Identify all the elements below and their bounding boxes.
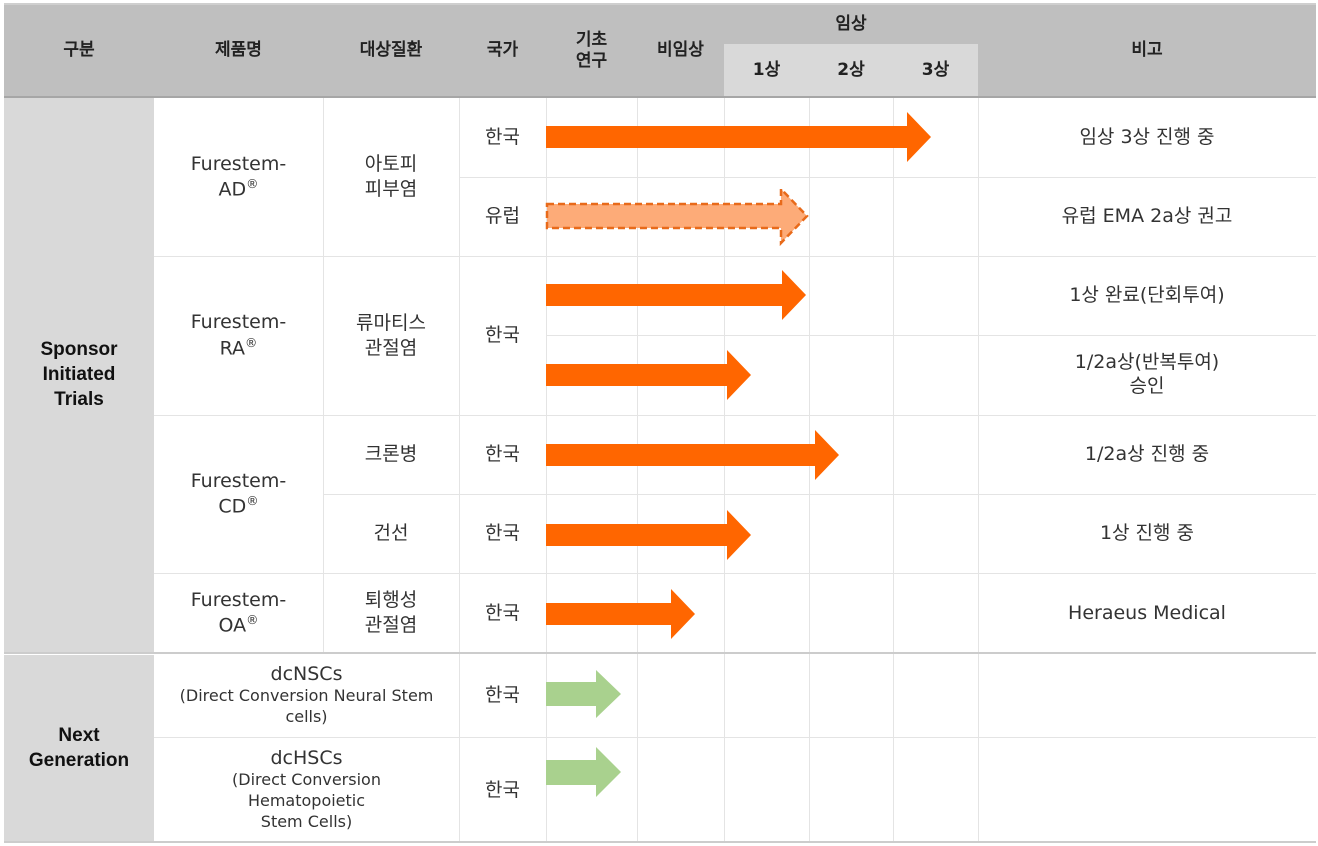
registered-mark: ® xyxy=(246,177,259,192)
product-name: Furestem- xyxy=(190,588,287,611)
indication-rheumatoid-arthritis: 류마티스 관절염 xyxy=(356,311,426,359)
country-korea: 한국 xyxy=(485,522,520,545)
remark-ad-europe: 유럽 EMA 2a상 권고 xyxy=(1061,205,1233,228)
header-preclinical: 비임상 xyxy=(657,40,704,61)
grid-line xyxy=(546,335,1316,336)
remark-ra-repeat: 1/2a상(반복투여) 승인 xyxy=(1074,351,1220,397)
indication-crohns: 크론병 xyxy=(364,443,418,466)
grid-line xyxy=(978,98,979,842)
product-description: (Direct Conversion Neural Stem cells) xyxy=(179,686,434,726)
progress-arrow-cd-psoriasis xyxy=(546,510,751,560)
grid-line xyxy=(154,737,1316,738)
header-country: 국가 xyxy=(486,40,519,61)
indication-atopic-dermatitis: 아토피 피부염 xyxy=(364,153,418,200)
header-phase1: 1상 xyxy=(752,60,781,81)
progress-arrow-ra-single xyxy=(546,270,806,320)
header-phase2: 2상 xyxy=(837,60,865,81)
header-bottom-border xyxy=(4,96,1316,98)
product-name: dcHSCs xyxy=(270,747,343,770)
registered-mark: ® xyxy=(246,494,259,509)
grid-line xyxy=(154,573,1316,574)
category-sponsor-initiated: Sponsor Initiated Trials xyxy=(4,98,154,653)
progress-arrow-ad-europe xyxy=(545,185,809,247)
product-name: Furestem- xyxy=(190,311,287,334)
header-basic-research: 기초 연구 xyxy=(575,30,608,71)
product-name: dcNSCs xyxy=(270,663,343,686)
section-divider xyxy=(4,652,1316,654)
country-korea: 한국 xyxy=(485,601,520,624)
header-top-border xyxy=(4,3,1316,5)
grid-line xyxy=(154,256,1316,257)
product-furestem-oa: Furestem- OA® xyxy=(154,573,323,653)
header-product: 제품명 xyxy=(215,40,262,61)
grid-line xyxy=(546,98,547,842)
indication-psoriasis: 건선 xyxy=(373,522,409,545)
country-korea: 한국 xyxy=(485,778,520,801)
product-furestem-ra: Furestem- RA® xyxy=(154,256,323,415)
product-suffix: RA xyxy=(219,337,246,360)
country-korea: 한국 xyxy=(485,443,520,466)
header-phase3: 3상 xyxy=(921,60,950,81)
category-next-generation: Next Generation xyxy=(4,655,154,842)
header-clinical: 임상 xyxy=(835,13,867,34)
remark-ad-korea: 임상 3상 진행 중 xyxy=(1079,126,1215,149)
remark-cd-crohns: 1/2a상 진행 중 xyxy=(1084,443,1210,466)
header-indication: 대상질환 xyxy=(359,40,423,61)
remark-cd-psoriasis: 1상 진행 중 xyxy=(1099,522,1195,545)
progress-arrow-dcnscs xyxy=(546,670,621,718)
remark-ra-single: 1상 완료(단회투여) xyxy=(1069,284,1225,307)
grid-line xyxy=(893,98,894,842)
indication-osteoarthritis: 퇴행성 관절염 xyxy=(364,589,418,636)
grid-line xyxy=(323,98,324,653)
table-bottom-border xyxy=(4,841,1316,843)
country-korea: 한국 xyxy=(485,126,520,149)
grid-line xyxy=(323,494,1316,495)
remark-dchscs xyxy=(978,738,1316,842)
grid-line xyxy=(459,98,460,842)
header-remarks: 비고 xyxy=(1131,40,1163,61)
progress-arrow-ad-korea xyxy=(546,112,931,162)
header-category: 구분 xyxy=(63,40,95,61)
clinical-subheader xyxy=(724,44,978,97)
product-suffix: AD xyxy=(218,178,247,201)
grid-line xyxy=(637,98,638,842)
table-header xyxy=(4,4,1316,97)
product-name: Furestem- xyxy=(190,469,287,492)
progress-arrow-oa xyxy=(546,589,695,639)
grid-line xyxy=(459,177,1316,178)
product-description: (Direct Conversion Hematopoietic Stem Ce… xyxy=(232,770,381,831)
grid-line xyxy=(724,98,725,842)
product-suffix: CD xyxy=(218,495,247,518)
product-dchscs: dcHSCs (Direct Conversion Hematopoietic … xyxy=(154,738,459,842)
progress-arrow-ra-repeat xyxy=(546,350,751,400)
registered-mark: ® xyxy=(245,335,258,350)
country-korea: 한국 xyxy=(485,684,520,707)
progress-arrow-dchscs xyxy=(546,747,621,797)
product-furestem-cd: Furestem- CD® xyxy=(154,415,323,573)
product-suffix: OA xyxy=(218,614,247,637)
progress-arrow-cd-crohns xyxy=(546,430,839,480)
remark-dcnscs xyxy=(978,654,1316,737)
remark-oa: Heraeus Medical xyxy=(1068,601,1226,624)
product-furestem-ad: Furestem- AD® xyxy=(154,98,323,256)
product-name: Furestem- xyxy=(190,152,287,175)
product-dcnscs: dcNSCs (Direct Conversion Neural Stem ce… xyxy=(154,654,459,737)
registered-mark: ® xyxy=(246,613,259,628)
country-europe: 유럽 xyxy=(485,205,520,228)
grid-line xyxy=(154,415,1316,416)
country-korea: 한국 xyxy=(485,324,520,347)
grid-line xyxy=(809,98,810,842)
